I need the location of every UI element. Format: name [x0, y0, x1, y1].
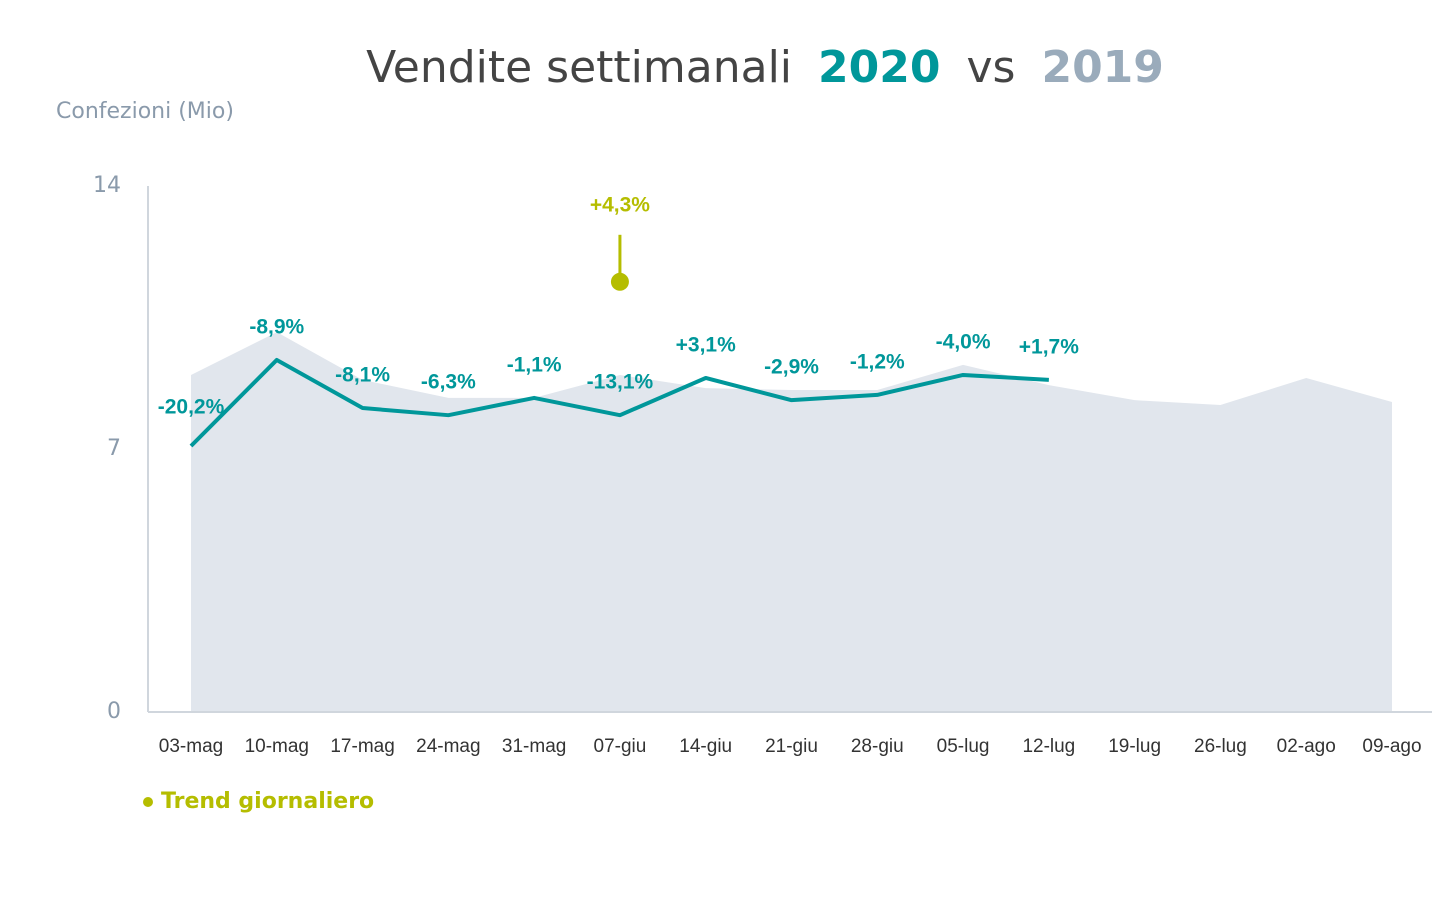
data-label: -8,1%: [335, 364, 390, 387]
chart-title: Vendite settimanali 2020 vs 2019: [366, 42, 1164, 93]
x-tick-label: 28-giu: [851, 736, 904, 757]
x-tick-label: 02-ago: [1277, 736, 1336, 757]
x-tick-label: 12-lug: [1022, 736, 1075, 757]
legend-marker: [143, 797, 153, 807]
x-tick-label: 26-lug: [1194, 736, 1247, 757]
data-label: -1,1%: [507, 353, 562, 376]
data-label: -2,9%: [764, 356, 819, 379]
data-label: -13,1%: [587, 371, 654, 394]
x-tick-label: 09-ago: [1362, 736, 1421, 757]
data-label: -20,2%: [158, 396, 225, 419]
area: [191, 332, 1392, 712]
x-tick-label: 17-mag: [330, 736, 394, 757]
x-tick-label: 10-mag: [245, 736, 309, 757]
y-tick-label: 0: [107, 699, 121, 724]
x-tick-label: 31-mag: [502, 736, 566, 757]
x-tick-label: 19-lug: [1108, 736, 1161, 757]
x-tick-label: 05-lug: [937, 736, 990, 757]
title-prefix: Vendite settimanali: [366, 42, 792, 93]
data-label: -1,2%: [850, 350, 905, 373]
x-tick-label: 03-mag: [159, 736, 223, 757]
title-joiner: vs: [966, 42, 1015, 93]
data-label: +1,7%: [1019, 335, 1079, 358]
line: [189, 357, 1049, 448]
legend-label: Trend giornaliero: [161, 789, 374, 814]
title-series: 2019: [1041, 42, 1163, 93]
y-tick-label: 7: [107, 436, 121, 461]
x-tick-label: 24-mag: [416, 736, 480, 757]
y-tick-label: 14: [93, 173, 121, 198]
x-tick-label: 07-giu: [594, 736, 647, 757]
data-label: +3,1%: [676, 334, 736, 357]
title-series: 2020: [818, 42, 940, 93]
y-axis-label: Confezioni (Mio): [56, 99, 234, 124]
x-tick-label: 21-giu: [765, 736, 818, 757]
data-label: -6,3%: [421, 371, 476, 394]
x-tick-label: 14-giu: [679, 736, 732, 757]
data-label: -8,9%: [249, 316, 304, 339]
dot: [610, 272, 629, 291]
data-label: -4,0%: [936, 331, 991, 354]
data-label: +4,3%: [590, 193, 650, 216]
